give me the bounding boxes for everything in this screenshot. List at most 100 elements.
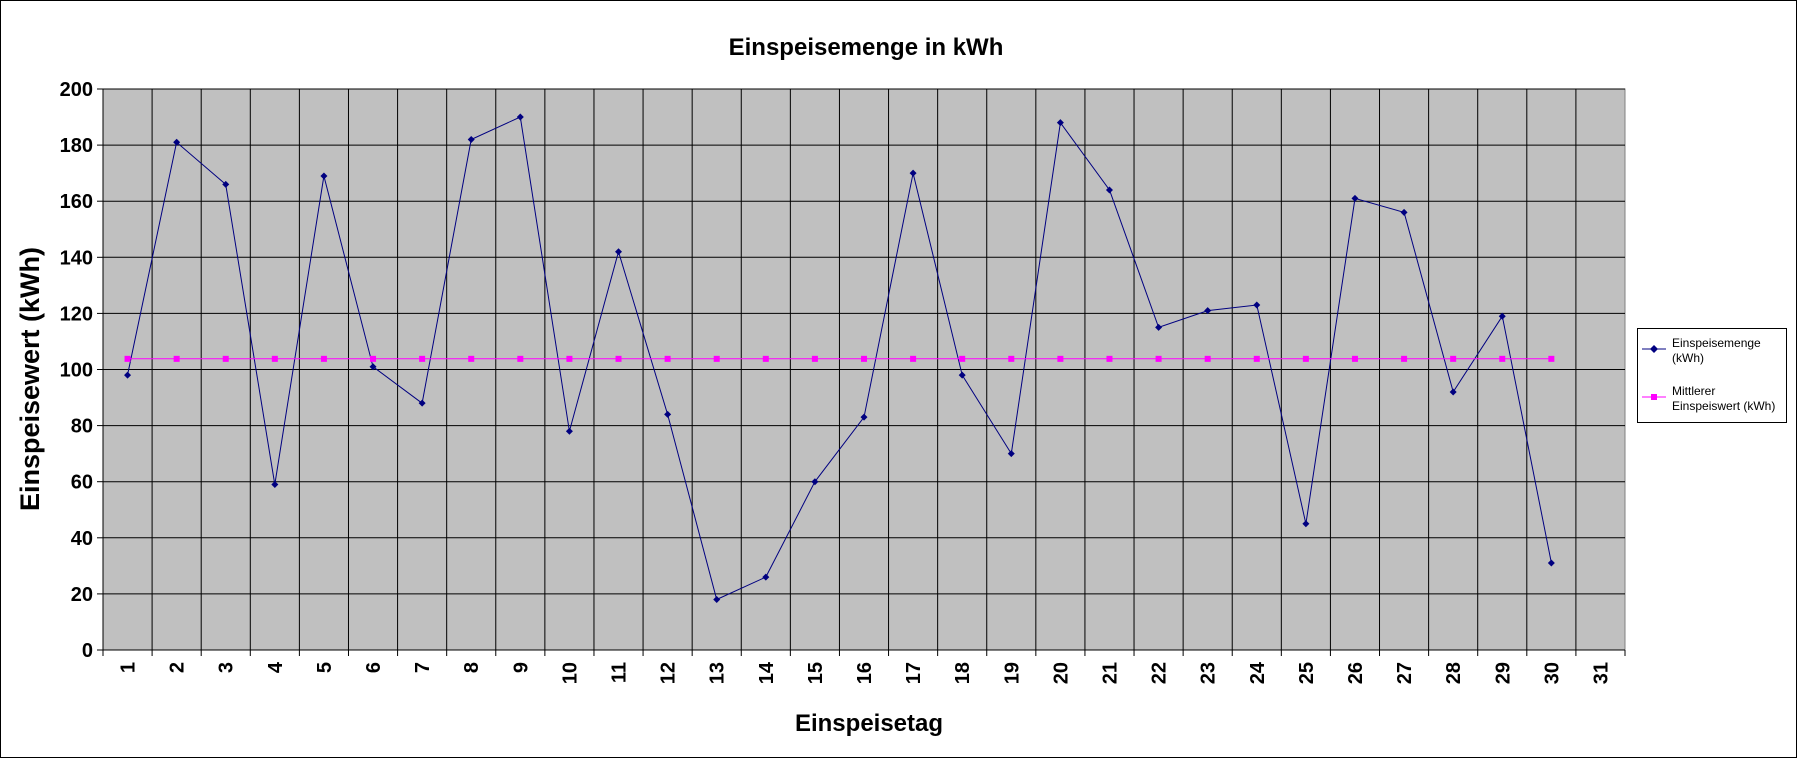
x-tick-label: 8 <box>461 662 483 673</box>
data-point <box>418 399 426 407</box>
x-tick-label: 15 <box>805 662 827 684</box>
data-point <box>1253 301 1261 309</box>
y-tick-label: 140 <box>60 247 93 269</box>
y-tick-label: 200 <box>60 79 93 101</box>
data-point <box>124 355 131 362</box>
y-tick-label: 80 <box>71 416 93 438</box>
data-point <box>615 248 623 256</box>
data-point <box>1499 355 1506 362</box>
data-point <box>1401 355 1408 362</box>
data-point <box>516 113 524 121</box>
legend-label-mittlerer-einspeiswert: Mittlerer Einspeiswert (kWh) <box>1672 384 1786 414</box>
x-tick-label: 10 <box>559 662 581 684</box>
x-tick-label: 9 <box>510 662 532 673</box>
data-point <box>1106 355 1113 362</box>
legend-item-mittlerer-einspeiswert: Mittlerer Einspeiswert (kWh) <box>1638 383 1788 423</box>
data-point <box>909 169 917 177</box>
data-point <box>271 481 279 489</box>
x-tick-label: 21 <box>1099 662 1121 684</box>
data-point <box>861 355 867 362</box>
data-point <box>1302 355 1309 362</box>
data-point <box>222 180 230 188</box>
x-tick-label: 30 <box>1541 662 1563 684</box>
data-point <box>1547 559 1555 567</box>
data-point <box>173 138 181 146</box>
data-point <box>959 355 966 362</box>
data-point <box>1498 312 1506 320</box>
y-axis-label: Einspeisewert (kWh) <box>15 247 45 511</box>
data-point <box>1548 355 1555 362</box>
data-point <box>271 355 278 362</box>
x-tick-label: 24 <box>1247 661 1269 684</box>
x-tick-label: 18 <box>952 662 974 684</box>
legend-label-line: Einspeisemenge <box>1672 336 1761 350</box>
data-point <box>811 478 819 486</box>
data-point <box>370 355 377 362</box>
legend-label-line: Einspeiswert (kWh) <box>1672 399 1776 413</box>
y-tick-label: 120 <box>60 303 93 325</box>
y-tick-label: 40 <box>71 528 93 550</box>
x-tick-label: 7 <box>412 662 434 673</box>
y-tick-label: 100 <box>60 360 93 382</box>
data-point <box>1155 323 1163 331</box>
data-point <box>1007 450 1015 458</box>
data-point <box>860 413 868 421</box>
x-tick-label: 12 <box>658 662 680 684</box>
x-tick-label: 13 <box>707 662 729 684</box>
data-point <box>1449 388 1457 396</box>
data-point <box>369 363 377 371</box>
data-point <box>1204 355 1211 362</box>
legend-item-einspeisemenge: Einspeisemenge (kWh) <box>1638 335 1788 375</box>
y-tick-label: 20 <box>71 584 93 606</box>
data-point <box>1155 355 1162 362</box>
y-tick-label: 60 <box>71 472 93 494</box>
data-point <box>713 596 721 604</box>
y-tick-label: 180 <box>60 135 93 157</box>
x-tick-label: 14 <box>756 661 778 684</box>
x-tick-label: 16 <box>854 662 876 684</box>
y-tick-label: 0 <box>82 640 93 662</box>
data-point <box>811 355 818 362</box>
data-point <box>1253 355 1260 362</box>
x-tick-label: 1 <box>118 662 140 673</box>
data-point <box>1302 520 1310 528</box>
chart-title: Einspeisemenge in kWh <box>729 34 1004 61</box>
x-tick-label: 28 <box>1443 662 1465 684</box>
legend-label-line: Mittlerer <box>1672 384 1716 398</box>
legend-label-einspeisemenge: Einspeisemenge (kWh) <box>1672 336 1786 366</box>
data-point <box>1105 186 1113 194</box>
x-tick-label: 23 <box>1198 662 1220 684</box>
x-tick-label: 11 <box>609 662 631 683</box>
data-point <box>762 355 769 362</box>
data-point <box>1057 355 1064 362</box>
data-point <box>124 371 132 379</box>
data-point <box>762 573 770 581</box>
data-point <box>467 135 475 143</box>
data-point <box>1008 355 1015 362</box>
data-point <box>173 355 180 362</box>
data-point <box>1204 307 1212 315</box>
y-tick-label: 160 <box>60 191 93 213</box>
x-tick-label: 26 <box>1345 662 1367 684</box>
legend-label-line: (kWh) <box>1672 351 1704 365</box>
x-tick-label: 29 <box>1492 662 1514 684</box>
data-point <box>468 355 475 362</box>
x-tick-label: 20 <box>1050 662 1072 684</box>
data-point <box>664 410 672 418</box>
x-tick-label: 22 <box>1149 662 1171 684</box>
x-tick-label: 27 <box>1394 662 1416 684</box>
x-tick-label: 25 <box>1296 662 1318 684</box>
data-point <box>1450 355 1457 362</box>
x-tick-label: 3 <box>216 662 238 673</box>
x-tick-label: 19 <box>1001 662 1023 684</box>
data-point <box>910 355 917 362</box>
data-point <box>1351 355 1358 362</box>
data-point <box>1056 119 1064 127</box>
data-point <box>566 355 573 362</box>
legend: Einspeisemenge (kWh) Mittlerer Einspeisw… <box>1637 328 1787 423</box>
data-point <box>615 355 622 362</box>
x-tick-label: 6 <box>363 662 385 673</box>
x-tick-label: 4 <box>265 661 287 673</box>
